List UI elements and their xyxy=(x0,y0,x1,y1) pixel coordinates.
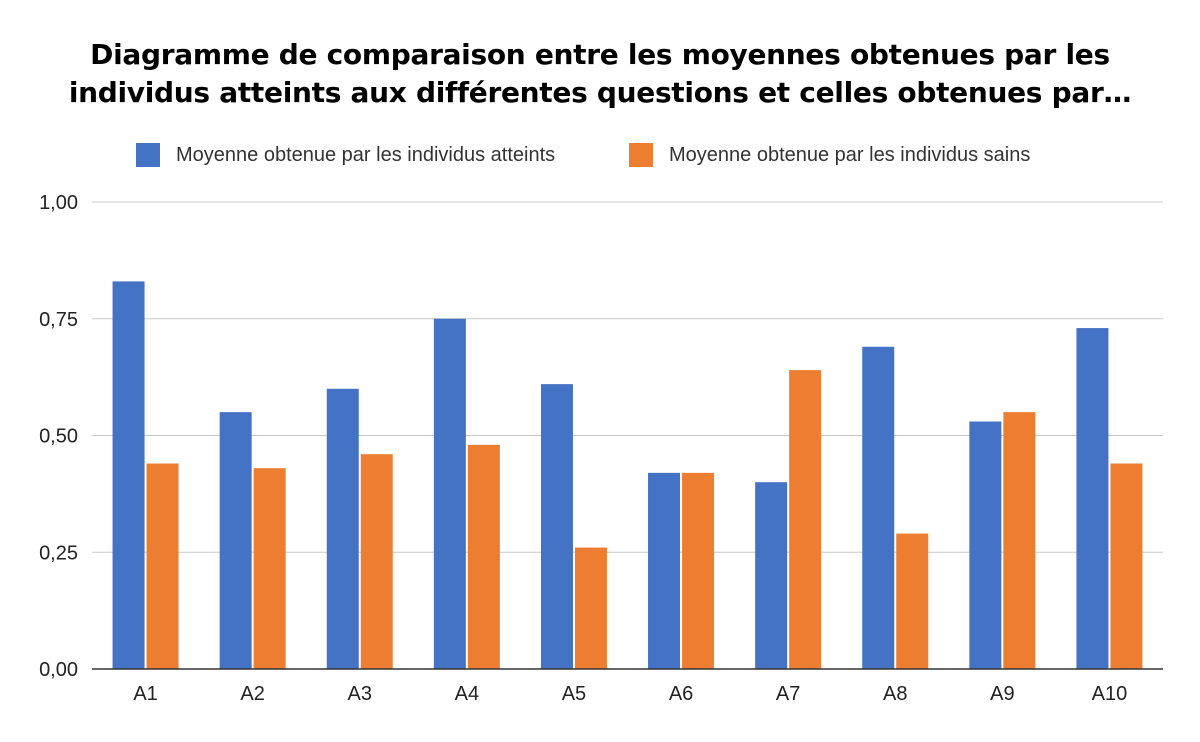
bar-sains-A9 xyxy=(1003,412,1036,669)
bar-atteints-A9 xyxy=(969,421,1002,669)
x-tick-label: A1 xyxy=(133,683,157,705)
bar-atteints-A1 xyxy=(112,281,145,669)
legend-item-atteints[interactable]: Moyenne obtenue par les individus attein… xyxy=(136,140,555,170)
bar-sains-A2 xyxy=(253,468,286,669)
bar-atteints-A2 xyxy=(219,412,252,669)
legend-swatch-sains xyxy=(629,143,653,167)
bar-atteints-A8 xyxy=(862,346,895,669)
legend-item-sains[interactable]: Moyenne obtenue par les individus sains xyxy=(629,140,1030,170)
chart-title: Diagramme de comparaison entre les moyen… xyxy=(0,36,1200,112)
bar-atteints-A4 xyxy=(433,318,466,669)
bar-sains-A4 xyxy=(467,444,500,669)
x-tick-label: A2 xyxy=(240,683,264,705)
bar-sains-A1 xyxy=(146,463,179,669)
chart-title-line-2: individus atteints aux différentes quest… xyxy=(68,76,1132,109)
x-tick-label: A3 xyxy=(348,683,372,705)
x-tick-label: A9 xyxy=(990,683,1014,705)
legend-label-atteints: Moyenne obtenue par les individus attein… xyxy=(176,143,556,166)
x-tick-label: A8 xyxy=(883,683,907,705)
y-tick-label: 0,25 xyxy=(39,542,78,564)
y-tick-label: 0,50 xyxy=(39,426,78,448)
y-tick-label: 0,00 xyxy=(39,659,78,681)
y-tick-label: 1,00 xyxy=(39,192,78,214)
y-tick-label: 0,75 xyxy=(39,309,78,331)
x-tick-label: A7 xyxy=(776,683,800,705)
bar-sains-A10 xyxy=(1110,463,1143,669)
bar-atteints-A6 xyxy=(648,472,681,669)
legend-label-sains: Moyenne obtenue par les individus sains xyxy=(669,143,1031,166)
chart-legend: Moyenne obtenue par les individus attein… xyxy=(0,140,1200,170)
chart-title-line-1: Diagramme de comparaison entre les moyen… xyxy=(90,38,1110,71)
legend-swatch-atteints xyxy=(136,143,160,167)
x-tick-label: A6 xyxy=(669,683,693,705)
bar-atteints-A3 xyxy=(326,388,359,669)
bar-atteints-A7 xyxy=(755,482,788,669)
bar-sains-A5 xyxy=(574,547,607,669)
bar-sains-A3 xyxy=(360,454,393,669)
bar-atteints-A5 xyxy=(540,384,573,669)
x-tick-label: A5 xyxy=(562,683,586,705)
bar-atteints-A10 xyxy=(1076,328,1109,669)
x-tick-label: A10 xyxy=(1092,683,1128,705)
x-tick-label: A4 xyxy=(455,683,479,705)
bar-sains-A8 xyxy=(896,533,929,669)
bar-sains-A6 xyxy=(682,472,715,669)
bar-sains-A7 xyxy=(789,370,822,669)
